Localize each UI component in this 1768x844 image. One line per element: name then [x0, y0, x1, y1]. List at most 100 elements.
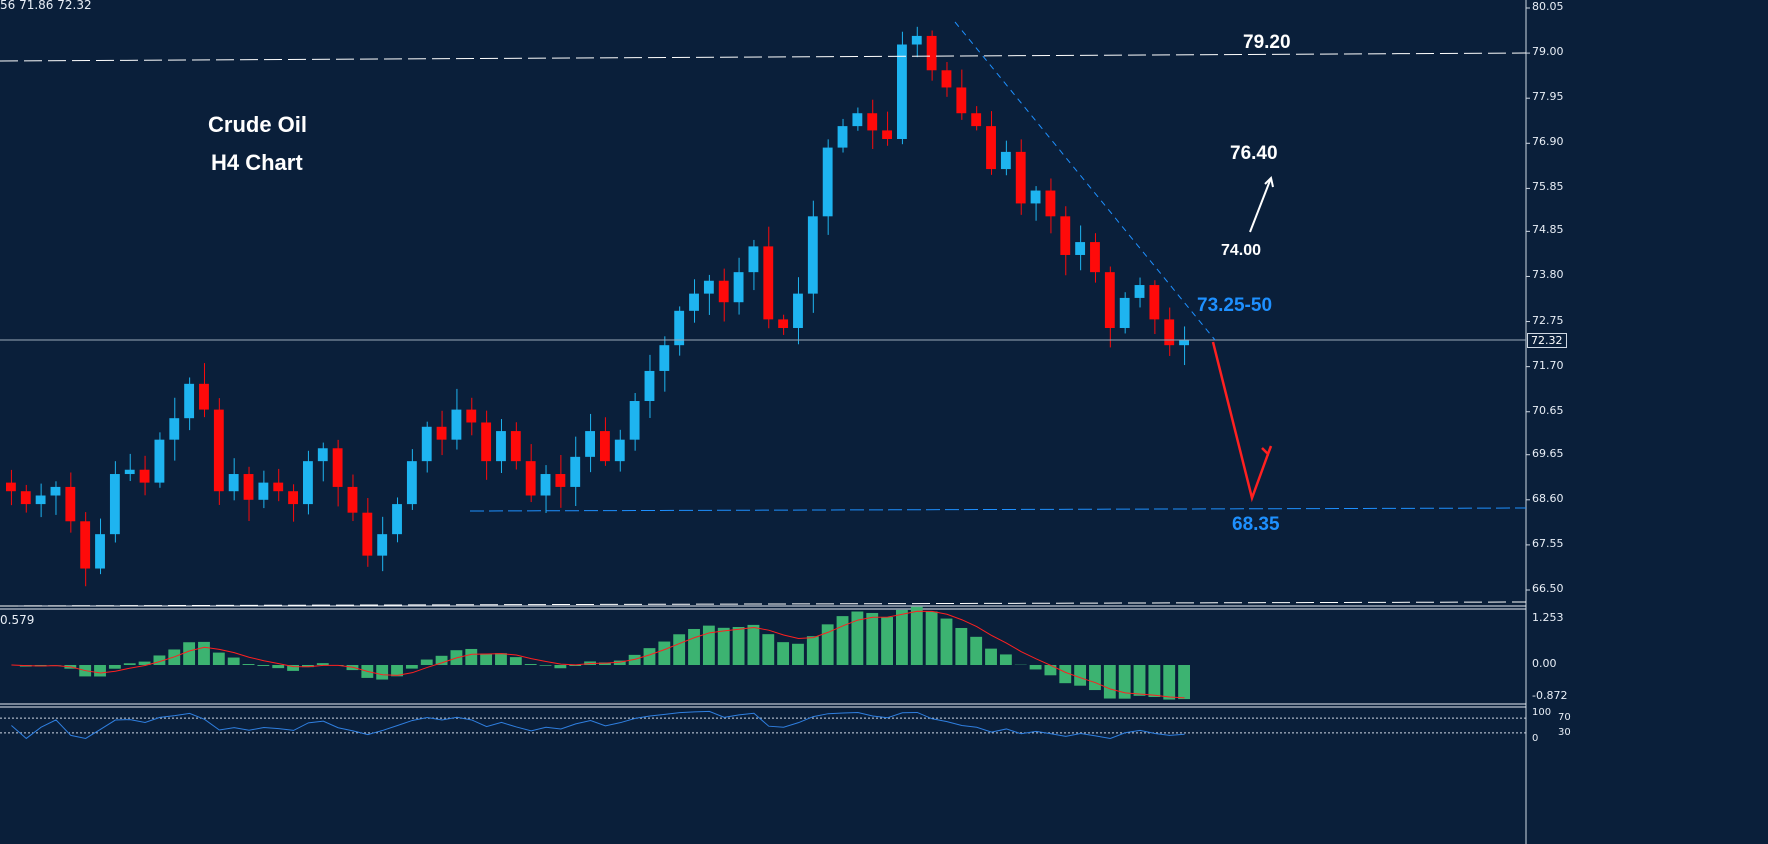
macd-bar	[747, 624, 760, 665]
macd-bar	[242, 664, 255, 665]
candle-body	[169, 418, 180, 440]
macd-bar	[866, 612, 879, 665]
candle-body	[971, 113, 982, 127]
candle-body	[347, 486, 358, 513]
downtrend-line	[954, 21, 1216, 341]
candle-body	[911, 35, 922, 45]
label-target-up: 76.40	[1230, 143, 1278, 164]
candle-body	[124, 469, 135, 475]
candle-body	[525, 461, 536, 496]
macd-signal-line	[11, 610, 1185, 699]
candle-body	[50, 486, 61, 496]
label-resistance: 79.20	[1243, 32, 1291, 53]
candle-body	[406, 461, 417, 505]
macd-value-readout: 0.579	[0, 613, 35, 627]
macd-bar	[480, 653, 493, 665]
candle-body	[763, 246, 774, 320]
macd-bar	[495, 653, 507, 665]
resistance-line	[0, 52, 1527, 62]
candle-body	[436, 426, 447, 440]
candle-body	[243, 474, 254, 500]
price-axis-tick: 66.50	[1532, 582, 1564, 595]
macd-bar	[643, 648, 656, 665]
projection-arrow-down	[1211, 341, 1270, 503]
candle-body	[80, 521, 91, 569]
macd-bar	[569, 665, 582, 667]
chart-subtitle: H4 Chart	[211, 150, 303, 175]
candle-body	[332, 448, 343, 487]
candle-body	[184, 383, 195, 419]
price-axis-tick: 72.75	[1532, 313, 1564, 327]
candle-body	[733, 272, 744, 303]
macd-bar	[999, 654, 1012, 665]
macd-bar	[405, 665, 418, 669]
candle-body	[35, 495, 46, 505]
arrow-head-icon	[1264, 176, 1274, 188]
price-axis-tick: 70.65	[1532, 403, 1564, 417]
candle-body	[1030, 190, 1041, 204]
macd-bar	[1059, 665, 1072, 684]
candle-body	[139, 469, 150, 483]
candle-body	[1179, 340, 1189, 346]
candle-body	[1149, 285, 1160, 320]
macd-bar	[539, 665, 552, 666]
macd-bar	[257, 665, 270, 666]
macd-bar	[613, 660, 626, 665]
macd-bar	[732, 626, 745, 665]
macd-bar	[806, 636, 819, 665]
candle-body	[154, 439, 165, 483]
candle-body	[614, 439, 625, 462]
candle-body	[644, 370, 655, 402]
macd-bar	[628, 654, 641, 665]
macd-bar	[985, 648, 997, 665]
macd-bar	[955, 627, 968, 665]
chart-title: Crude Oil	[208, 112, 308, 137]
candle-body	[1090, 242, 1100, 273]
projection-arrow-up	[1249, 177, 1272, 233]
ohlc-readout: 56 71.86 72.32	[0, 0, 92, 12]
macd-bar	[465, 648, 478, 665]
macd-bar	[940, 618, 953, 665]
candle-body	[674, 310, 685, 346]
macd-bar	[599, 662, 611, 665]
candle-body	[941, 70, 952, 88]
macd-bar	[762, 634, 775, 665]
support-line	[469, 507, 1527, 512]
candle-body	[1045, 190, 1056, 217]
candle-body	[882, 130, 892, 140]
candle-body	[1075, 242, 1086, 255]
macd-tick: -0.872	[1532, 689, 1568, 702]
candle-body	[807, 216, 818, 294]
macd-bar	[123, 663, 136, 665]
current-price-label: 72.32	[1527, 333, 1567, 348]
macd-bar	[198, 641, 210, 665]
candle-body	[1134, 285, 1145, 298]
candle-body	[6, 482, 16, 492]
candle-body	[65, 486, 76, 522]
macd-bar	[94, 665, 106, 677]
candle-body	[421, 426, 432, 462]
macd-bar	[435, 655, 448, 665]
rsi-tick: 70	[1558, 712, 1571, 723]
macd-bar	[658, 641, 671, 665]
macd-bar	[554, 665, 567, 669]
rsi-line	[11, 710, 1185, 740]
candle-body	[510, 431, 521, 462]
macd-bar	[1089, 665, 1101, 691]
label-support: 68.35	[1232, 514, 1280, 535]
macd-bar	[287, 665, 299, 671]
macd-bar	[212, 652, 225, 665]
candle-body	[822, 147, 833, 217]
candle-body	[1015, 151, 1026, 204]
macd-bar	[821, 624, 834, 665]
rsi-tick: 100	[1532, 707, 1552, 718]
candle-body	[540, 474, 551, 496]
candle-body	[1104, 272, 1115, 328]
candle-body	[629, 401, 640, 440]
macd-bar	[183, 642, 196, 665]
arrow-head-icon	[1261, 445, 1273, 457]
macd-bar	[673, 634, 686, 665]
macd-bar	[836, 616, 849, 665]
candle-body	[1000, 151, 1011, 170]
